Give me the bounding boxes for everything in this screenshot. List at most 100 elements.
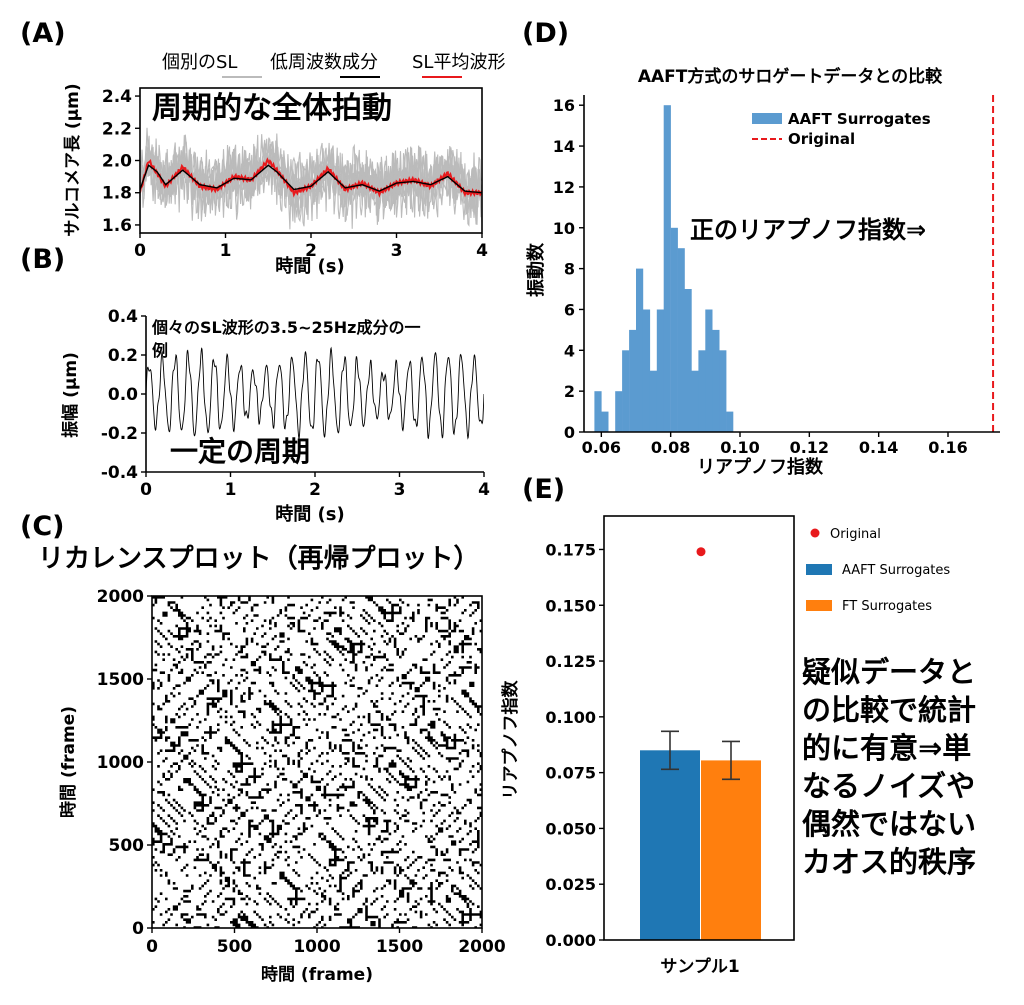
- panel-e-annotation: 疑似データと の比較で統計 的に有意⇒単 なるノイズや 偶然ではない カオス的秩…: [802, 655, 976, 879]
- panel-a-plot-area: [140, 127, 482, 230]
- legend-swatch-aaft-bar: [806, 564, 832, 575]
- panel-b-annotation2: 一定の周期: [170, 435, 310, 468]
- panel-e-ylabel: リアプノフ指数: [500, 680, 521, 800]
- panel-d-xlabel: リアプノフ指数: [697, 456, 824, 478]
- y-tick-label: 0.050: [545, 819, 596, 838]
- panel-c: (C) リカレンスプロット（再帰プロット） 時間 (frame) 時間 (fra…: [20, 511, 506, 985]
- y-tick-label: 2.2: [102, 119, 132, 139]
- panel-c-ylabel: 時間 (frame): [58, 706, 79, 818]
- legend-label-original-line: Original: [788, 130, 855, 148]
- histogram-bar: [642, 309, 651, 432]
- panel-a-ticks: 0 1 2 3 4 1.6 1.8 2.0 2.2 2.4: [102, 87, 488, 261]
- histogram-bar: [719, 350, 727, 432]
- panel-e-annotation-line1: 疑似データと: [802, 655, 976, 689]
- x-tick-label: 3: [394, 480, 406, 500]
- panel-b-xlabel: 時間 (s): [275, 504, 344, 525]
- panel-d-plot-area: [594, 95, 995, 432]
- panel-b-plot-area: [146, 346, 484, 440]
- histogram-bar: [663, 105, 671, 432]
- legend-label-individual-sl: 個別のSL: [162, 52, 237, 73]
- y-tick-label: 0.150: [545, 596, 596, 615]
- y-tick-label: 12: [553, 178, 575, 197]
- histogram-bar: [636, 268, 644, 432]
- legend-swatch-aaft-hist: [752, 113, 782, 124]
- y-tick-label: -0.4: [101, 463, 138, 483]
- y-tick-label: 0.100: [545, 708, 596, 727]
- histogram-bar: [601, 411, 609, 432]
- panel-e-ticks: 0.000 0.025 0.050 0.075 0.100 0.125 0.150 0.175: [545, 540, 604, 950]
- x-tick-label: 0.10: [720, 438, 759, 457]
- x-tick-label: 2: [305, 241, 317, 261]
- y-tick-label: 500: [109, 836, 145, 856]
- y-tick-label: -0.2: [101, 424, 138, 444]
- histogram-bar: [705, 309, 713, 432]
- recurrence-plot-pattern: [152, 596, 482, 928]
- histogram-bar: [726, 411, 734, 432]
- panel-b-label: (B): [20, 244, 65, 275]
- panel-e-annotation-line2: の比較で統計: [802, 693, 976, 727]
- histogram-bar: [649, 370, 658, 432]
- legend-swatch-ft-bar: [806, 600, 832, 611]
- x-tick-label: 1: [220, 241, 232, 261]
- panel-a: (A) サルコメア長 (µm) 時間 (s) 0 1 2 3 4 1.6 1.8 2.0 2.2…: [20, 18, 505, 277]
- histogram-bar: [670, 227, 678, 432]
- panel-e-label: (E): [522, 474, 565, 505]
- y-tick-label: 1.8: [102, 184, 132, 204]
- y-tick-label: 2000: [97, 587, 144, 607]
- y-tick-label: 0.075: [545, 764, 596, 783]
- panel-b-annotation-line2: 例: [152, 341, 168, 360]
- x-tick-label: 0: [134, 241, 146, 261]
- x-tick-label: 1500: [376, 937, 423, 957]
- legend-label-aaft-hist: AAFT Surrogates: [788, 110, 931, 128]
- panel-b-ticks: 0 1 2 3 4 -0.4 -0.2 0.0 0.2 0.4: [101, 307, 490, 500]
- histogram-bar: [677, 248, 685, 432]
- x-tick-label: 2: [309, 480, 321, 500]
- bar-aaft: [640, 750, 700, 940]
- panel-c-xlabel: 時間 (frame): [261, 964, 373, 985]
- x-tick-label: 3: [391, 241, 403, 261]
- panel-e-annotation-line3: 的に有意⇒単: [802, 731, 971, 765]
- panel-e-axes-frame: [603, 515, 795, 941]
- panel-c-axes-frame: [151, 595, 483, 929]
- x-tick-label: 500: [217, 937, 253, 957]
- panel-e-annotation-line6: カオス的秩序: [802, 845, 976, 879]
- panel-d-legend: AAFT Surrogates Original: [752, 110, 931, 148]
- panel-c-label: (C): [20, 511, 65, 542]
- panel-e-annotation-line4: なるノイズや: [802, 769, 975, 803]
- histogram-bar: [698, 350, 706, 432]
- x-tick-label: 2000: [458, 937, 505, 957]
- histogram-bar: [622, 350, 630, 432]
- y-tick-label: 1.6: [102, 216, 132, 236]
- y-tick-label: 2: [564, 382, 575, 401]
- y-tick-label: 0: [564, 423, 575, 442]
- y-tick-label: 6: [564, 300, 575, 319]
- panel-e-plot-area: [640, 547, 761, 940]
- panel-d-ylabel: 振動数: [525, 242, 547, 297]
- y-tick-label: 2.0: [102, 152, 132, 172]
- panel-a-xlabel: 時間 (s): [275, 256, 344, 277]
- panel-e-legend: Original AAFT Surrogates FT Surrogates: [806, 527, 950, 614]
- histogram-bar: [615, 391, 623, 432]
- panel-d-title: AAFT方式のサロゲートデータとの比較: [638, 66, 943, 87]
- y-tick-label: 14: [553, 137, 575, 156]
- y-tick-label: 0.0: [108, 385, 138, 405]
- panel-d-ticks: 0.06 0.08 0.10 0.12 0.14 0.16 0 2 4 6 8 10 12 14 16: [553, 96, 968, 457]
- legend-label-mean-sl: SL平均波形: [412, 52, 505, 73]
- y-tick-label: 0.025: [545, 875, 596, 894]
- panel-a-label: (A): [20, 18, 66, 49]
- panel-e-annotation-line5: 偶然ではない: [802, 807, 976, 841]
- x-tick-label: 1: [225, 480, 237, 500]
- x-tick-label: 4: [476, 241, 488, 261]
- y-tick-label: 1500: [97, 670, 144, 690]
- y-tick-label: 10: [553, 219, 575, 238]
- legend-label-aaft-bar: AAFT Surrogates: [842, 563, 950, 578]
- histogram-bar: [691, 370, 699, 432]
- panel-d-label: (D): [522, 18, 569, 49]
- histogram-bar: [594, 391, 602, 432]
- histogram-bar: [712, 329, 720, 432]
- y-tick-label: 16: [553, 96, 575, 115]
- histogram-bar: [656, 309, 664, 432]
- panel-d: (D) AAFT方式のサロゲートデータとの比較 振動数 リアプノフ指数 0.06…: [522, 18, 1000, 478]
- panel-e: (E) リアプノフ指数 サンプル1 0.0000.0250.0500.0750.…: [500, 474, 976, 977]
